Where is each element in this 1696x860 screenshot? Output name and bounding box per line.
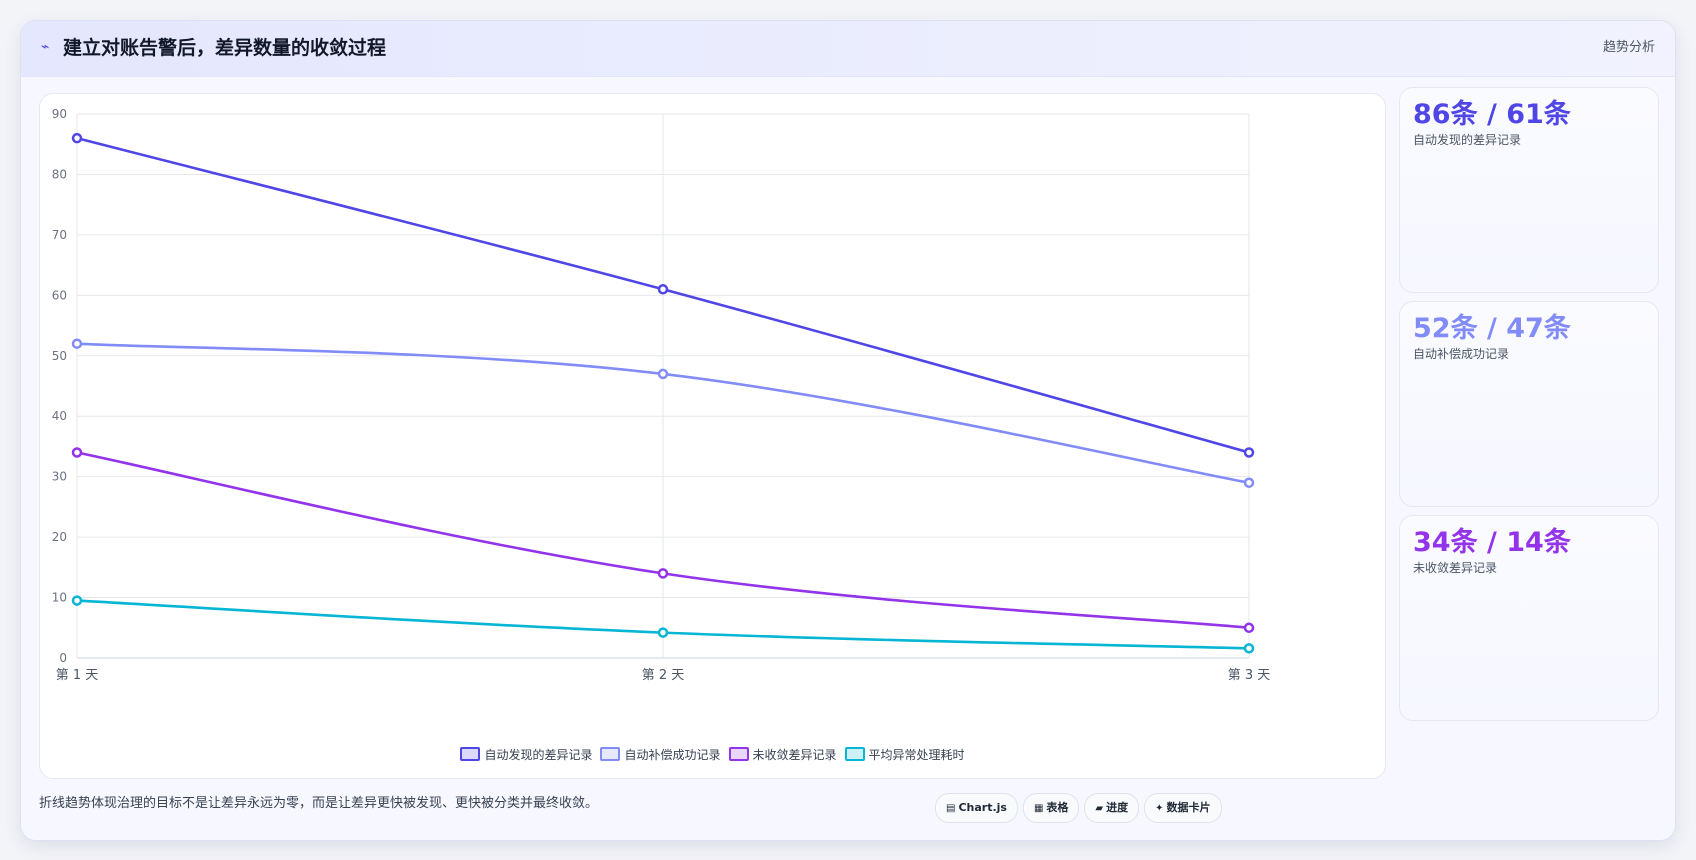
x-tick-label: 第 2 天	[642, 668, 685, 683]
data-point	[657, 284, 669, 295]
pill-label: Chart.js	[958, 801, 1007, 814]
data-point	[71, 447, 83, 458]
chart-card: ⌁ 建立对账告警后，差异数量的收敛过程 趋势分析 0 10 20 30 40 50 60 70…	[20, 20, 1676, 841]
data-point	[1243, 622, 1255, 634]
data-point	[657, 627, 669, 638]
y-tick-label: 40	[52, 409, 67, 423]
card-icon: ✦	[1155, 803, 1164, 814]
progress-pill[interactable]: ▰ 进度	[1084, 793, 1140, 823]
legend-item[interactable]: 自动补偿成功记录	[600, 746, 721, 763]
data-point	[1243, 643, 1255, 654]
data-point	[1243, 477, 1255, 488]
y-tick-label: 10	[52, 591, 67, 605]
source-pills: ▤ Chart.js ▦ 表格 ▰ 进度 ✦ 数据卡片	[935, 793, 1227, 823]
stat-label: 自动发现的差异记录	[1413, 133, 1522, 147]
data-card-pill[interactable]: ✦ 数据卡片	[1144, 793, 1222, 823]
legend-label: 自动补偿成功记录	[624, 747, 721, 762]
legend-label: 未收敛差异记录	[752, 747, 837, 762]
y-tick-label: 50	[52, 349, 67, 363]
trend-analysis-tag: 趋势分析	[1602, 40, 1655, 55]
spark-icon: ⌁	[41, 39, 50, 55]
stat-label: 自动补偿成功记录	[1413, 347, 1510, 361]
pill-label: 进度	[1106, 801, 1129, 814]
legend-swatch	[728, 746, 749, 761]
data-point	[657, 368, 669, 380]
y-tick-label: 80	[52, 167, 67, 181]
table-icon: ▦	[1033, 803, 1044, 814]
y-tick-label: 0	[59, 651, 67, 665]
stat-card-discovered: 86条 / 61条 自动发现的差异记录	[1399, 87, 1659, 293]
y-tick-label: 20	[52, 530, 67, 544]
stat-card-compensated: 52条 / 47条 自动补偿成功记录	[1399, 301, 1659, 507]
table-pill[interactable]: ▦ 表格	[1022, 793, 1080, 823]
legend-swatch	[600, 746, 621, 761]
stat-value: 34条 / 14条	[1413, 527, 1571, 558]
pill-label: 数据卡片	[1166, 801, 1211, 814]
chart-title: 建立对账告警后，差异数量的收敛过程	[63, 37, 387, 59]
chart-icon: ▤	[946, 803, 956, 814]
data-point	[71, 595, 83, 606]
y-tick-label: 30	[52, 470, 67, 484]
data-point	[71, 338, 83, 349]
data-point	[71, 132, 83, 144]
legend-item[interactable]: 自动发现的差异记录	[460, 746, 593, 763]
y-tick-label: 90	[52, 107, 67, 121]
stat-label: 未收敛差异记录	[1413, 561, 1498, 575]
x-tick-label: 第 1 天	[56, 668, 99, 683]
x-tick-label: 第 3 天	[1228, 668, 1271, 683]
data-point	[657, 568, 669, 579]
stat-value: 86条 / 61条	[1413, 99, 1571, 130]
legend-item[interactable]: 平均异常处理耗时	[844, 746, 965, 763]
legend-swatch	[460, 746, 481, 761]
chart-legend: 自动发现的差异记录 自动补偿成功记录 未收敛差异记录 平均异常处理耗时	[40, 746, 1385, 763]
pill-label: 表格	[1046, 801, 1069, 814]
card-header: ⌁ 建立对账告警后，差异数量的收敛过程 趋势分析	[21, 21, 1675, 77]
chart-footnote: 折线趋势体现治理的目标不是让差异永远为零，而是让差异更快被发现、更快被分类并最终…	[39, 796, 599, 811]
line-chart-panel: 0 10 20 30 40 50 60 70 80 90 第 1 天 第 2 天 第 3 天 自动发现的…	[39, 93, 1386, 779]
y-tick-label: 60	[52, 288, 67, 302]
stat-card-unconverged: 34条 / 14条 未收敛差异记录	[1399, 515, 1659, 721]
progress-icon: ▰	[1095, 803, 1104, 814]
legend-swatch	[844, 746, 865, 761]
chartjs-pill[interactable]: ▤ Chart.js	[935, 793, 1018, 823]
data-point	[1243, 447, 1255, 458]
legend-item[interactable]: 未收敛差异记录	[728, 746, 837, 763]
line-chart: 0 10 20 30 40 50 60 70 80 90 第 1 天 第 2 天 第 3 天	[52, 107, 1271, 683]
y-tick-label: 70	[52, 228, 67, 242]
legend-label: 平均异常处理耗时	[868, 747, 965, 762]
legend-label: 自动发现的差异记录	[484, 747, 593, 762]
stat-value: 52条 / 47条	[1413, 313, 1571, 344]
